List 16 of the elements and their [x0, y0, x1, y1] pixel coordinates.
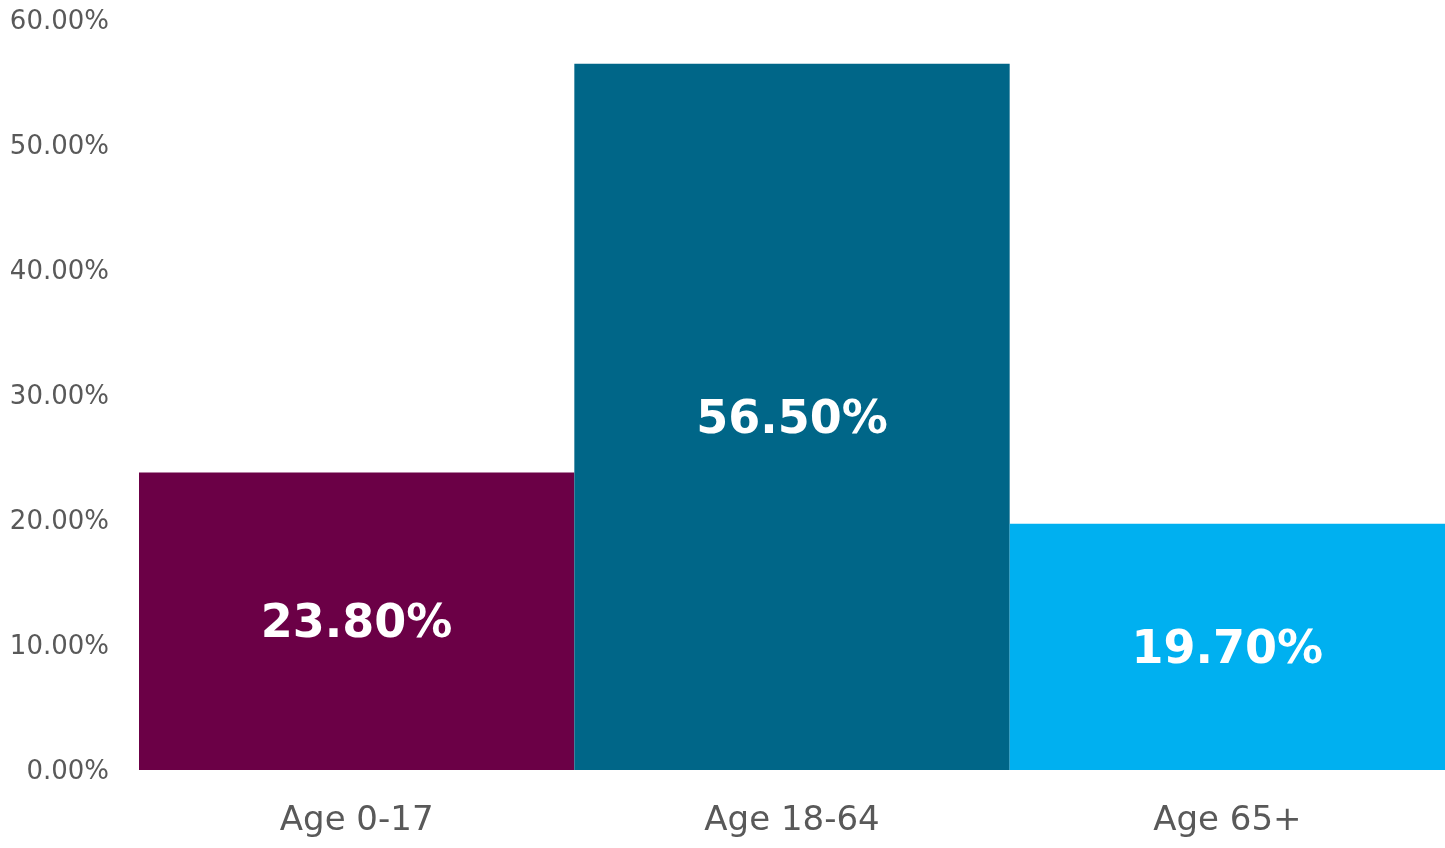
- y-tick-label: 50.00%: [9, 129, 109, 160]
- y-tick-label: 0.00%: [26, 754, 109, 785]
- y-tick-label: 40.00%: [9, 254, 109, 285]
- data-label: 19.70%: [1131, 619, 1324, 674]
- bar: [1009, 523, 1445, 770]
- x-tick-label: Age 0-17: [279, 798, 434, 839]
- bar: [574, 63, 1010, 770]
- y-tick-label: 20.00%: [9, 504, 109, 535]
- bar: [139, 472, 575, 770]
- x-tick-label: Age 18-64: [704, 798, 880, 839]
- data-label: 23.80%: [260, 594, 453, 649]
- y-tick-label: 60.00%: [9, 4, 109, 35]
- data-label: 56.50%: [696, 389, 888, 444]
- y-tick-label: 30.00%: [9, 379, 109, 410]
- y-tick-label: 10.00%: [9, 629, 109, 660]
- x-tick-label: Age 65+: [1153, 798, 1302, 839]
